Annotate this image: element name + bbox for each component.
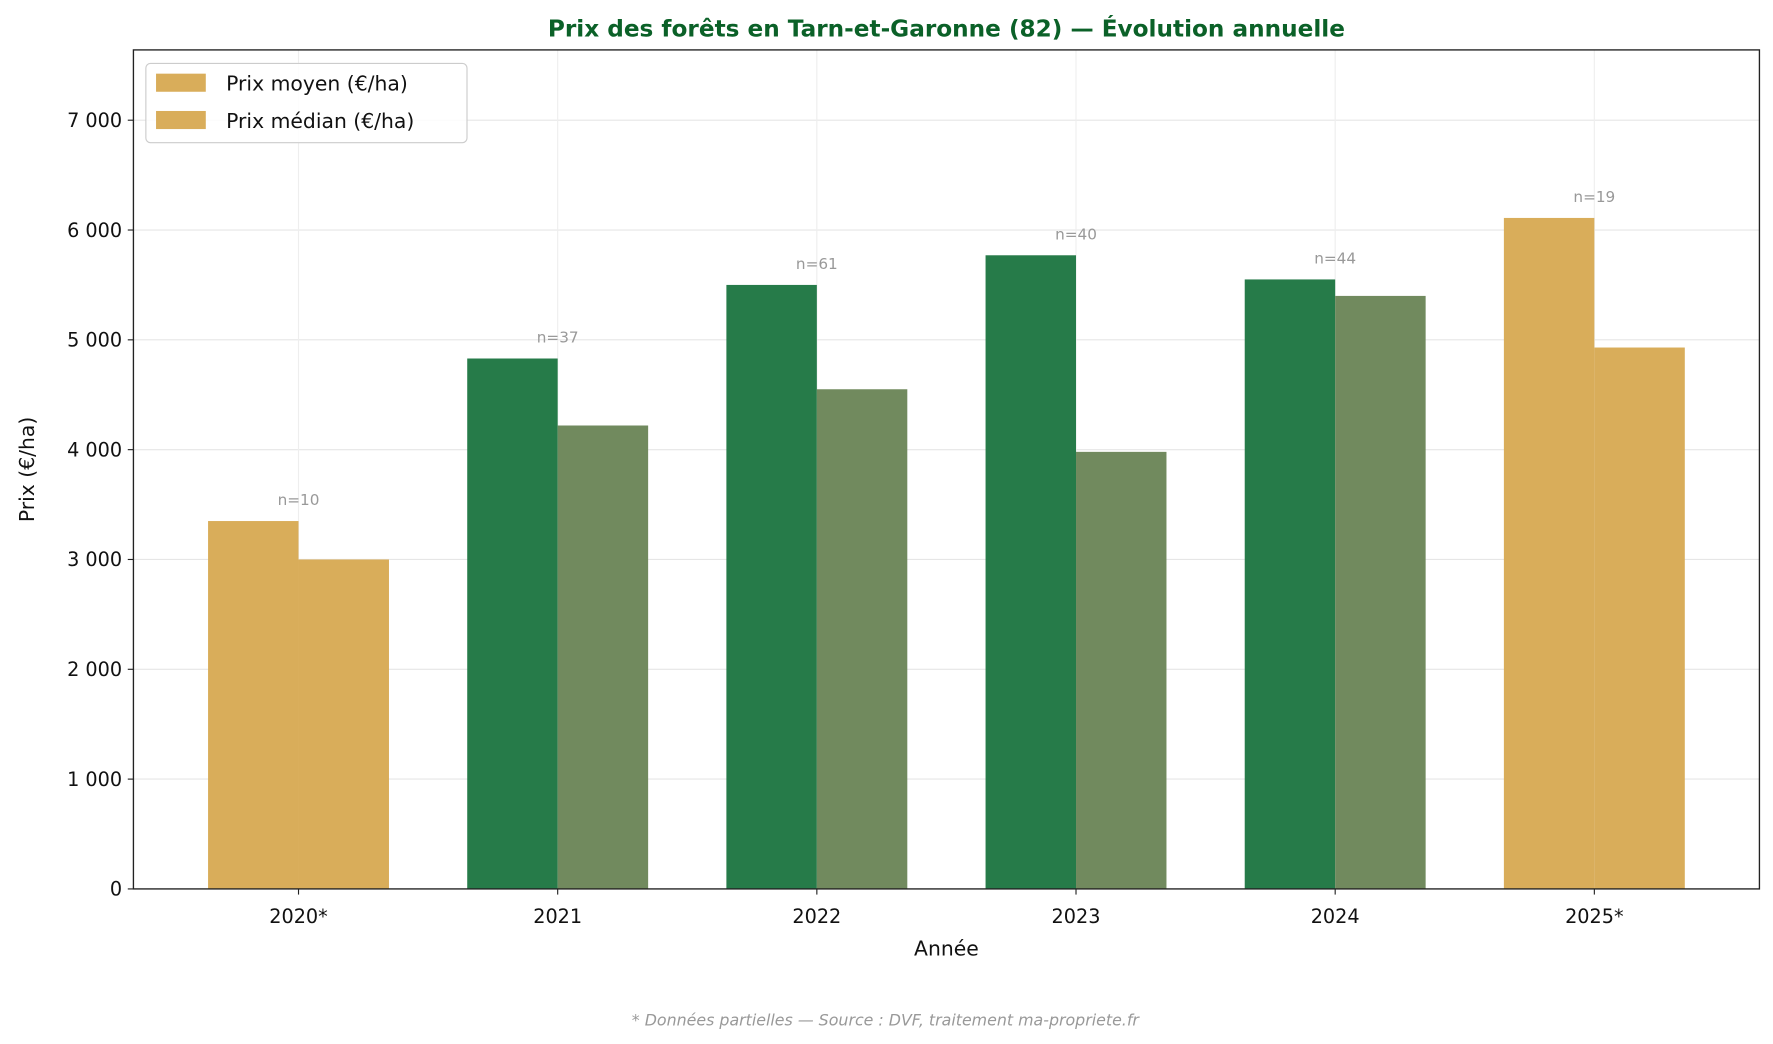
bar-median — [1076, 451, 1167, 889]
sample-size-label: n=61 — [796, 255, 838, 273]
annotations: n=10 n=37 n=61 n=40 n=44 n=19 — [278, 188, 1616, 509]
chart-title: Prix des forêts en Tarn-et-Garonne (82) … — [548, 14, 1345, 42]
y-tick-label: 6 000 — [67, 219, 122, 242]
x-axis: 2020* 2021 2022 2023 2024 2025* — [269, 888, 1624, 928]
y-tick-label: 7 000 — [67, 109, 122, 132]
y-tick-label: 1 000 — [67, 768, 122, 791]
bar-median — [1335, 295, 1426, 889]
bar-median — [298, 559, 389, 889]
sample-size-label: n=40 — [1055, 225, 1097, 243]
bar-mean — [1503, 217, 1595, 889]
bar-mean — [467, 358, 558, 889]
bar-median — [557, 425, 649, 889]
plot-frame — [132, 49, 1761, 890]
x-tick-label: 2020* — [269, 905, 328, 928]
sample-size-label: n=19 — [1573, 188, 1615, 206]
legend-label-mean: Prix moyen (€/ha) — [226, 72, 408, 96]
bar-median — [1594, 347, 1685, 889]
bar-mean — [1244, 279, 1336, 889]
bars — [208, 217, 1685, 889]
legend-label-median: Prix médian (€/ha) — [226, 109, 414, 133]
x-tick-label: 2021 — [533, 905, 582, 928]
y-axis: 0 1 000 2 000 3 000 4 000 5 000 6 000 7 000 — [67, 109, 134, 901]
x-tick-label: 2024 — [1311, 905, 1360, 928]
legend: Prix moyen (€/ha) Prix médian (€/ha) — [145, 62, 468, 144]
bar-mean — [208, 521, 299, 889]
legend-box — [145, 62, 468, 144]
sample-size-label: n=10 — [278, 491, 320, 509]
y-tick-label: 3 000 — [67, 548, 122, 571]
footnote: * Données partielles — Source : DVF, tra… — [632, 1011, 1141, 1030]
bar-median — [816, 389, 908, 889]
legend-swatch-median — [156, 110, 206, 130]
x-tick-label: 2022 — [792, 905, 841, 928]
x-tick-label: 2025* — [1565, 905, 1624, 928]
y-tick-label: 5 000 — [67, 329, 122, 352]
x-axis-label: Année — [914, 937, 979, 961]
bar-mean — [726, 284, 817, 889]
y-tick-label: 0 — [110, 878, 122, 901]
x-tick-label: 2023 — [1052, 905, 1101, 928]
y-axis-label: Prix (€/ha) — [15, 417, 39, 522]
sample-size-label: n=44 — [1314, 250, 1356, 268]
sample-size-label: n=37 — [537, 329, 579, 347]
bar-mean — [985, 255, 1077, 889]
y-tick-label: 2 000 — [67, 658, 122, 681]
y-tick-label: 4 000 — [67, 438, 122, 461]
legend-swatch-mean — [156, 73, 206, 92]
